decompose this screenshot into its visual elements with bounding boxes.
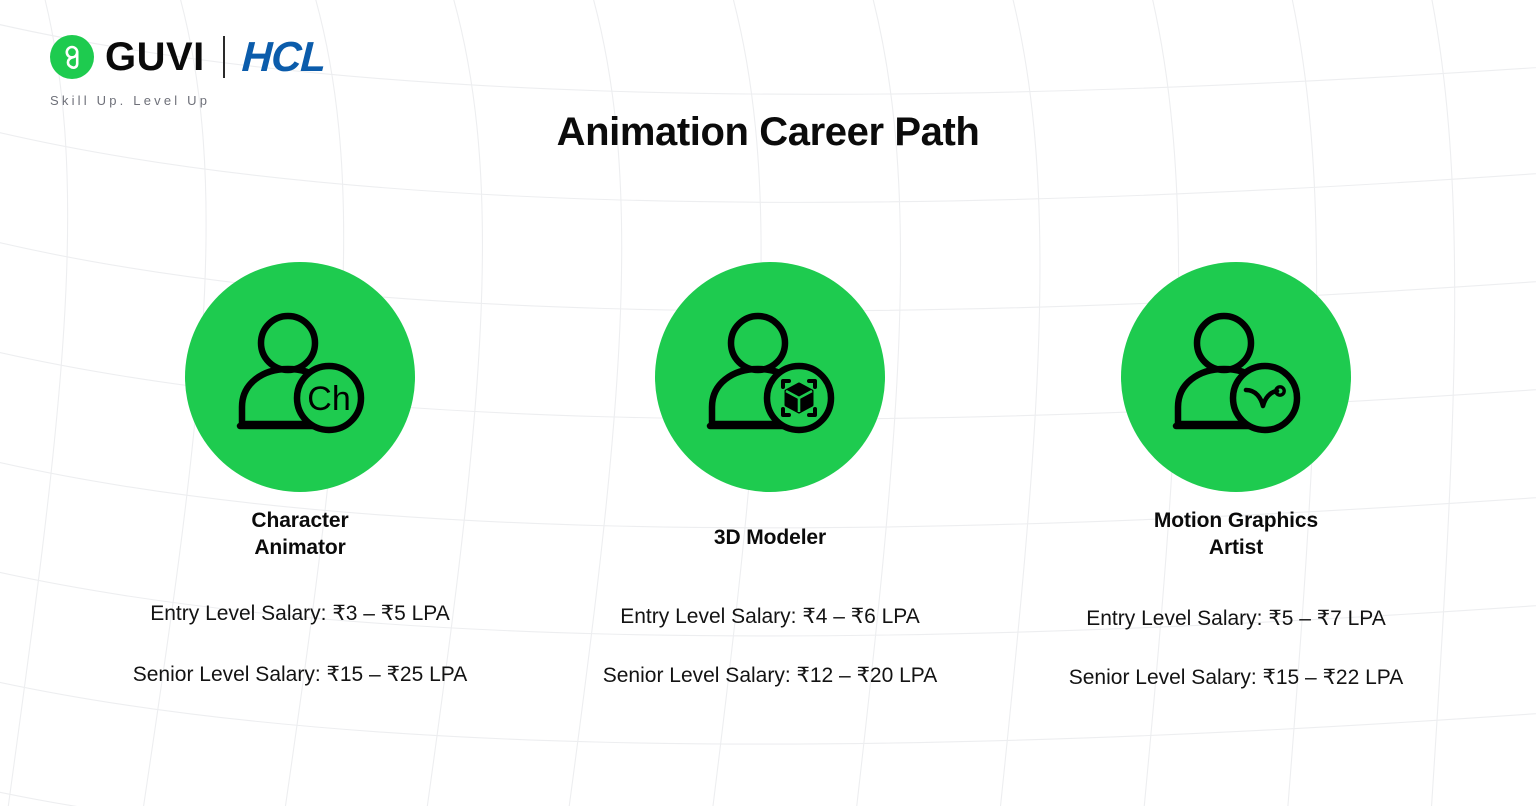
- role-title: 3D Modeler: [555, 525, 985, 552]
- person-with-3d-cube-badge-icon: [706, 312, 835, 434]
- entry-salary-text: Entry Level Salary: ₹3 – ₹5 LPA: [150, 602, 450, 625]
- guvi-wordmark: GUVI: [105, 35, 205, 79]
- page-title: Animation Career Path: [556, 110, 980, 154]
- brand-divider: [222, 36, 225, 78]
- guvi-g-mark-icon: [50, 35, 94, 79]
- senior-salary-text: Senior Level Salary: ₹15 – ₹22 LPA: [1068, 666, 1404, 689]
- brand-tagline: Skill Up. Level Up: [50, 93, 211, 108]
- role-icon-circle: [655, 262, 885, 492]
- brand-lockup: GUVI HCL Skill Up. Level Up: [50, 33, 327, 108]
- hcl-wordmark: HCL: [240, 33, 327, 80]
- role-title: Motion Graphics Artist: [1021, 508, 1451, 562]
- entry-salary-text: Entry Level Salary: ₹4 – ₹6 LPA: [620, 605, 920, 628]
- senior-salary-text: Senior Level Salary: ₹12 – ₹20 LPA: [602, 664, 938, 687]
- role-title: Character Animator: [85, 508, 515, 562]
- role-title-line1: Character: [251, 509, 349, 532]
- senior-salary-text: Senior Level Salary: ₹15 – ₹25 LPA: [132, 663, 468, 686]
- role-title-line1: Motion Graphics: [1153, 509, 1319, 532]
- role-title-line2: Artist: [1208, 535, 1264, 559]
- person-with-character-animation-badge-icon: Ch: [236, 312, 365, 434]
- brand-logo-row: GUVI HCL: [50, 33, 327, 81]
- role-title-line2: Animator: [254, 535, 346, 559]
- role-title-line1: 3D Modeler: [713, 526, 827, 549]
- role-icon-circle: [1121, 262, 1351, 492]
- entry-salary-text: Entry Level Salary: ₹5 – ₹7 LPA: [1086, 607, 1386, 630]
- person-with-motion-path-badge-icon: [1172, 312, 1301, 434]
- role-icon-circle: Ch: [185, 262, 415, 492]
- badge-label-text: Ch: [307, 380, 350, 418]
